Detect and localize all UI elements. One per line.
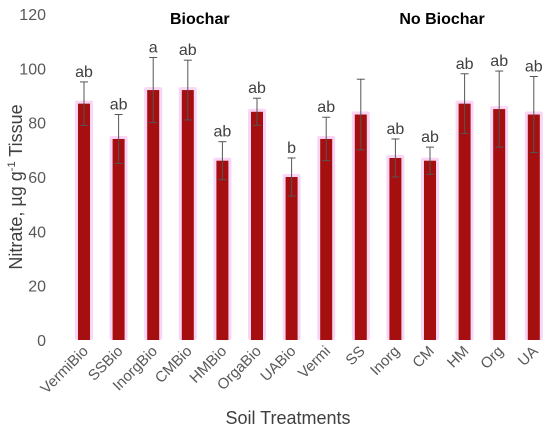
data-label: ab: [490, 53, 508, 70]
bar-hmbio: [216, 160, 229, 340]
group-label: Biochar: [170, 11, 230, 28]
bar-vermibio: [78, 103, 90, 341]
data-label: ab: [214, 124, 232, 141]
y-axis-ticks: 0 20 40 60 80 100 120: [19, 7, 46, 350]
bar-inorg: [389, 157, 402, 340]
data-label: ab: [456, 56, 474, 73]
bar-cmbio: [181, 90, 194, 340]
x-tick-label: CM: [409, 343, 438, 372]
bar-ua: [527, 114, 540, 341]
y-tick-label: 40: [28, 224, 46, 241]
data-label: ab: [179, 42, 197, 59]
bar-cm: [424, 160, 436, 340]
bar-ss: [354, 114, 367, 341]
data-label: ab: [110, 97, 128, 114]
bar-orgabio: [251, 111, 263, 340]
data-label: b: [287, 140, 296, 157]
x-axis-tick-labels: VermiBioSSBioInorgBioCMBioHMBioOrgaBioUA…: [37, 343, 541, 397]
y-tick-label: 20: [28, 279, 46, 296]
x-tick-label: SS: [342, 343, 368, 369]
group-label: No Biochar: [399, 11, 484, 28]
x-tick-label: Inorg: [367, 343, 403, 379]
data-label: ab: [248, 80, 266, 97]
x-tick-label: HM: [444, 343, 473, 372]
data-label: ab: [75, 64, 93, 81]
y-tick-label: 80: [28, 116, 46, 133]
x-tick-label: VermiBio: [37, 343, 91, 397]
x-tick-label: UA: [515, 343, 542, 370]
y-tick-label: 60: [28, 170, 46, 187]
y-tick-label: 100: [19, 61, 46, 78]
group-labels: Biochar No Biochar: [170, 11, 485, 28]
x-tick-label: CMBio: [152, 343, 196, 387]
y-axis-title: Nitrate, µg g-1 Tissue: [6, 104, 26, 269]
data-label: ab: [317, 99, 335, 116]
bar-vermi: [320, 138, 333, 340]
x-tick-label: Org: [477, 343, 507, 373]
y-tick-label: 0: [37, 333, 46, 350]
x-axis-title: Soil Treatments: [225, 408, 350, 428]
data-label: a: [149, 39, 158, 56]
x-tick-label: Vermi: [295, 343, 334, 382]
data-label: ab: [525, 58, 543, 75]
bar-org: [493, 109, 506, 340]
data-label: ab: [421, 129, 439, 146]
error-bars: [80, 56, 538, 197]
y-tick-label: 120: [19, 7, 46, 24]
bar-inorgbio: [147, 90, 160, 340]
bar-hm: [458, 103, 471, 341]
x-tick-label: UABio: [257, 343, 299, 385]
bar-ssbio: [112, 138, 125, 340]
bars: [75, 87, 543, 341]
data-label: ab: [387, 121, 405, 138]
bar-uabio: [285, 177, 298, 340]
